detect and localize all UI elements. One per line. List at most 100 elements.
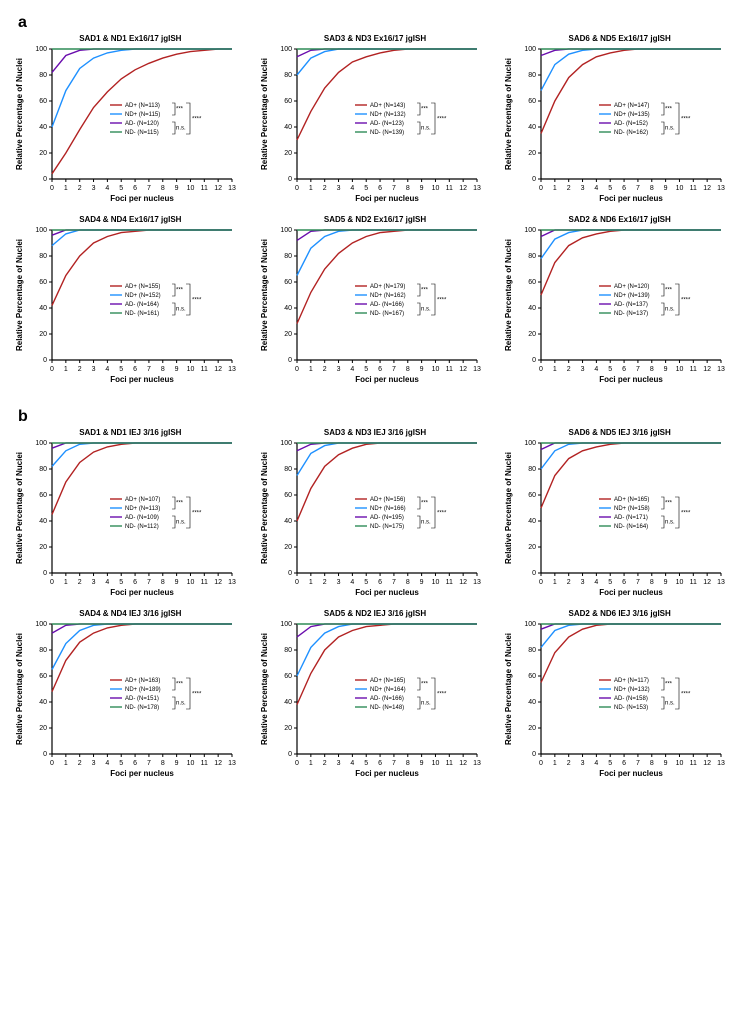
svg-text:0: 0 [50,366,54,373]
svg-text:10: 10 [187,185,195,192]
svg-text:2: 2 [567,366,571,373]
svg-text:0: 0 [43,751,47,758]
svg-text:13: 13 [228,185,236,192]
svg-text:0: 0 [532,357,536,364]
svg-text:40: 40 [529,305,537,312]
svg-text:4: 4 [105,366,109,373]
svg-text:2: 2 [567,185,571,192]
svg-text:11: 11 [690,579,697,586]
svg-text:7: 7 [392,366,396,373]
svg-text:8: 8 [405,760,409,767]
svg-text:13: 13 [473,760,481,767]
svg-text:3: 3 [581,185,585,192]
svg-text:2: 2 [322,579,326,586]
svg-text:5: 5 [364,579,368,586]
svg-text:4: 4 [595,760,599,767]
svg-text:0: 0 [295,579,299,586]
chart-title: SAD1 & ND1 Ex16/17 jgISH [10,34,251,43]
svg-text:AD+ (N=107): AD+ (N=107) [125,497,160,503]
svg-text:9: 9 [419,760,423,767]
cumulative-chart: SAD1 & ND1 IEJ 3/16 jgISH020406080100012… [10,428,251,601]
svg-text:AD- (N=152): AD- (N=152) [614,121,648,127]
svg-text:6: 6 [622,760,626,767]
svg-text:3: 3 [336,366,340,373]
svg-text:AD+ (N=156): AD+ (N=156) [370,497,405,503]
cumulative-chart: SAD4 & ND4 IEJ 3/16 jgISH020406080100012… [10,609,251,782]
svg-text:AD+ (N=143): AD+ (N=143) [370,103,405,109]
svg-text:0: 0 [295,760,299,767]
svg-text:12: 12 [214,185,222,192]
chart-title: SAD4 & ND4 Ex16/17 jgISH [10,215,251,224]
svg-text:100: 100 [525,227,537,234]
svg-text:Foci per nucleus: Foci per nucleus [355,769,419,778]
svg-text:3: 3 [581,579,585,586]
svg-text:****: **** [192,511,202,517]
svg-text:8: 8 [161,760,165,767]
svg-text:7: 7 [636,760,640,767]
svg-text:AD+ (N=163): AD+ (N=163) [125,678,160,684]
svg-text:100: 100 [35,440,47,447]
svg-text:10: 10 [431,366,439,373]
svg-text:7: 7 [636,366,640,373]
svg-text:5: 5 [119,185,123,192]
svg-text:ND+ (N=113): ND+ (N=113) [125,506,160,512]
chart-title: SAD5 & ND2 Ex16/17 jgISH [255,215,496,224]
svg-text:n.s.: n.s. [665,701,675,707]
svg-text:****: **** [437,692,447,698]
svg-text:Relative Percentage of Nuclei: Relative Percentage of Nuclei [260,452,269,564]
svg-text:80: 80 [529,647,537,654]
svg-text:10: 10 [676,185,684,192]
svg-text:n.s.: n.s. [421,307,431,313]
svg-text:AD+ (N=165): AD+ (N=165) [370,678,405,684]
svg-text:AD- (N=109): AD- (N=109) [125,515,159,521]
svg-text:9: 9 [175,366,179,373]
svg-text:3: 3 [92,366,96,373]
svg-text:****: **** [681,511,691,517]
svg-text:0: 0 [288,570,292,577]
svg-text:8: 8 [405,185,409,192]
svg-text:AD- (N=120): AD- (N=120) [125,121,159,127]
svg-text:ND- (N=115): ND- (N=115) [125,130,159,136]
svg-text:Relative Percentage of Nuclei: Relative Percentage of Nuclei [15,633,24,745]
svg-text:5: 5 [609,185,613,192]
cumulative-chart: SAD3 & ND3 IEJ 3/16 jgISH020406080100012… [255,428,496,601]
svg-text:7: 7 [147,760,151,767]
svg-text:5: 5 [119,579,123,586]
chart-title: SAD4 & ND4 IEJ 3/16 jgISH [10,609,251,618]
svg-text:1: 1 [309,579,313,586]
svg-text:AD+ (N=113): AD+ (N=113) [125,103,160,109]
svg-text:***: *** [176,682,184,688]
svg-text:****: **** [192,117,202,123]
chart-title: SAD3 & ND3 Ex16/17 jgISH [255,34,496,43]
svg-text:***: *** [665,107,673,113]
svg-text:3: 3 [92,579,96,586]
svg-text:ND- (N=148): ND- (N=148) [370,705,404,711]
svg-text:100: 100 [35,227,47,234]
svg-text:ND- (N=162): ND- (N=162) [614,130,648,136]
svg-text:Foci per nucleus: Foci per nucleus [355,588,419,597]
svg-text:9: 9 [175,760,179,767]
svg-text:60: 60 [529,98,537,105]
svg-text:0: 0 [43,176,47,183]
svg-text:4: 4 [350,760,354,767]
svg-text:20: 20 [529,331,537,338]
svg-text:Relative Percentage of Nuclei: Relative Percentage of Nuclei [504,58,513,170]
svg-text:12: 12 [704,185,712,192]
svg-text:****: **** [681,692,691,698]
svg-text:8: 8 [161,579,165,586]
svg-text:3: 3 [92,760,96,767]
svg-text:6: 6 [378,579,382,586]
svg-text:13: 13 [473,579,481,586]
svg-text:12: 12 [214,366,222,373]
svg-text:ND+ (N=135): ND+ (N=135) [614,112,650,118]
svg-text:Relative Percentage of Nuclei: Relative Percentage of Nuclei [504,452,513,564]
svg-text:n.s.: n.s. [176,701,186,707]
svg-text:40: 40 [529,124,537,131]
svg-text:60: 60 [284,279,292,286]
svg-text:1: 1 [553,366,557,373]
panel-b-label: b [18,408,740,426]
svg-text:6: 6 [622,185,626,192]
svg-text:0: 0 [50,579,54,586]
svg-text:8: 8 [405,366,409,373]
svg-text:20: 20 [529,150,537,157]
